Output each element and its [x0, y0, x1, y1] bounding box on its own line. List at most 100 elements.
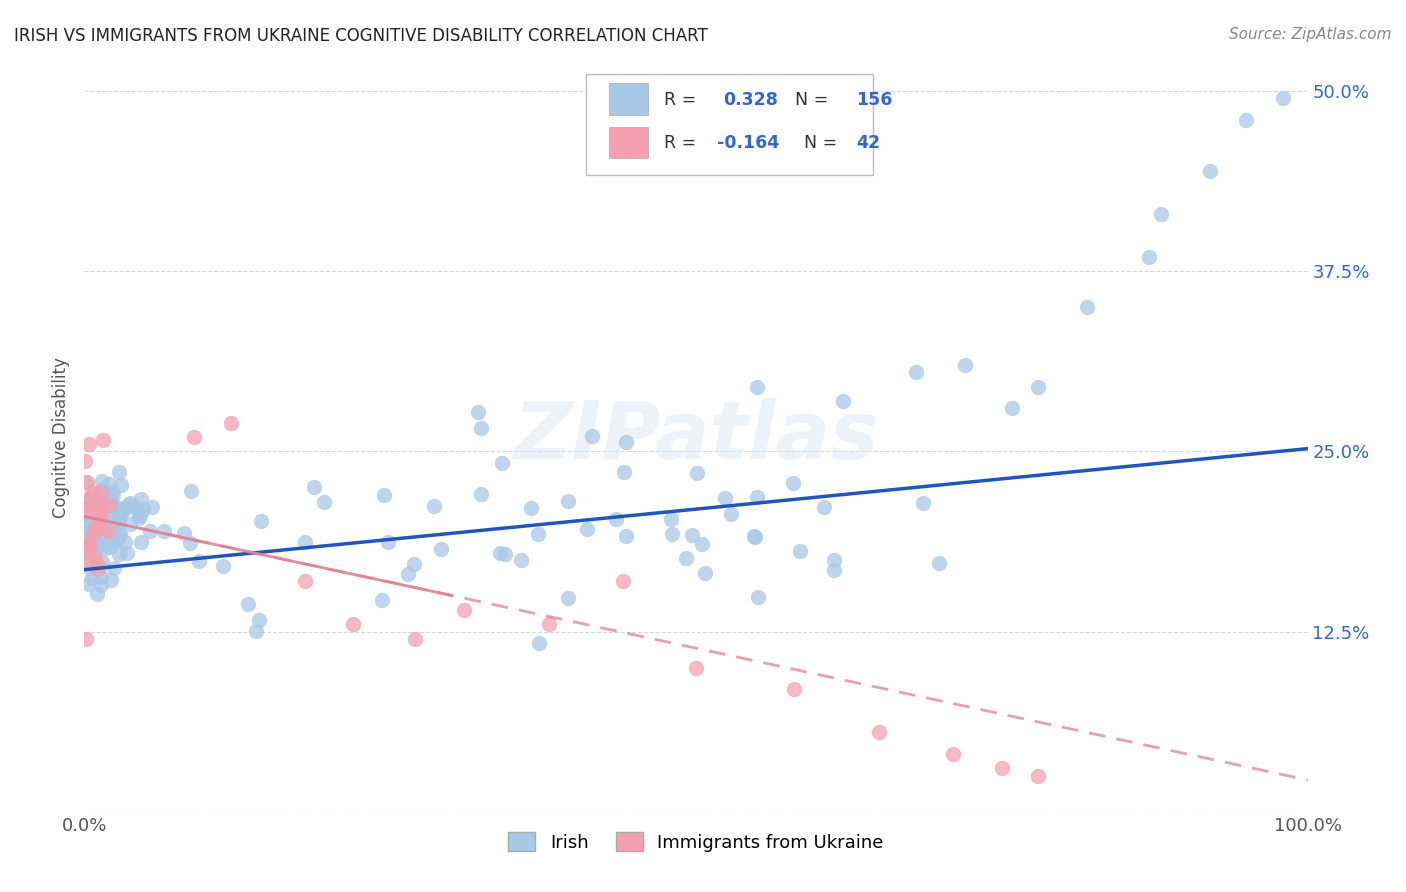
Point	[823, 553, 845, 567]
Point	[90, 508, 112, 523]
Point	[79, 561, 101, 575]
Point	[494, 547, 516, 561]
Point	[82, 522, 104, 536]
Point	[79, 499, 101, 513]
Point	[911, 495, 934, 509]
Point	[79, 524, 101, 538]
Point	[82, 488, 104, 502]
Text: 156: 156	[856, 91, 893, 109]
Point	[108, 526, 131, 541]
Point	[905, 365, 928, 379]
Point	[685, 660, 707, 674]
Point	[108, 465, 131, 479]
Point	[453, 603, 475, 617]
Point	[75, 475, 97, 490]
Point	[690, 536, 713, 550]
Point	[82, 527, 104, 541]
Point	[249, 514, 271, 528]
Point	[104, 515, 127, 529]
Point	[314, 495, 336, 509]
Text: IRISH VS IMMIGRANTS FROM UKRAINE COGNITIVE DISABILITY CORRELATION CHART: IRISH VS IMMIGRANTS FROM UKRAINE COGNITI…	[14, 27, 707, 45]
Point	[87, 562, 110, 576]
Point	[114, 535, 136, 549]
Point	[110, 506, 132, 520]
Point	[1150, 207, 1173, 221]
Point	[87, 504, 110, 518]
Text: 0.328: 0.328	[723, 91, 778, 109]
Point	[98, 540, 121, 554]
Point	[179, 536, 201, 550]
Point	[76, 475, 98, 490]
Point	[84, 499, 107, 513]
Point	[93, 493, 115, 508]
Point	[89, 511, 111, 525]
Point	[108, 547, 131, 561]
Point	[112, 503, 135, 517]
Point	[371, 593, 394, 607]
Point	[87, 504, 110, 518]
Point	[783, 682, 806, 697]
Point	[75, 632, 97, 646]
Point	[488, 546, 510, 560]
Point	[87, 504, 110, 518]
Point	[103, 532, 125, 546]
Point	[342, 617, 364, 632]
Point	[869, 725, 891, 739]
Point	[94, 516, 117, 531]
Point	[110, 478, 132, 492]
Point	[86, 587, 108, 601]
Point	[686, 466, 709, 480]
Point	[745, 490, 768, 504]
Point	[813, 500, 835, 514]
Point	[82, 528, 104, 542]
Point	[122, 499, 145, 513]
Point	[527, 635, 550, 649]
Point	[430, 541, 453, 556]
Point	[219, 416, 242, 430]
Point	[90, 555, 112, 569]
Point	[97, 521, 120, 535]
Point	[82, 485, 104, 500]
Point	[108, 501, 131, 516]
Point	[75, 454, 97, 468]
Point	[98, 535, 121, 549]
Point	[613, 465, 636, 479]
Point	[101, 488, 124, 502]
Point	[538, 617, 561, 632]
Text: R =: R =	[664, 134, 702, 152]
Point	[373, 488, 395, 502]
Point	[83, 522, 105, 536]
Point	[153, 524, 176, 538]
Point	[131, 501, 153, 516]
Point	[108, 513, 131, 527]
Point	[377, 534, 399, 549]
FancyBboxPatch shape	[586, 74, 873, 175]
Point	[107, 529, 129, 543]
FancyBboxPatch shape	[609, 127, 648, 158]
Point	[105, 512, 128, 526]
Point	[302, 480, 325, 494]
Point	[831, 394, 853, 409]
Point	[747, 591, 769, 605]
Point	[75, 541, 97, 555]
Point	[675, 551, 697, 566]
Point	[91, 483, 114, 498]
Point	[470, 421, 492, 435]
Text: N =: N =	[785, 91, 834, 109]
Point	[105, 533, 128, 547]
Point	[90, 474, 112, 488]
Point	[659, 512, 682, 526]
Point	[83, 541, 105, 556]
Y-axis label: Cognitive Disability: Cognitive Disability	[52, 357, 70, 517]
Point	[94, 531, 117, 545]
Point	[575, 522, 598, 536]
Point	[823, 563, 845, 577]
Point	[97, 524, 120, 538]
Point	[83, 532, 105, 546]
Point	[581, 429, 603, 443]
Point	[120, 516, 142, 531]
Point	[83, 497, 105, 511]
Point	[104, 514, 127, 528]
Point	[557, 493, 579, 508]
Point	[84, 525, 107, 540]
